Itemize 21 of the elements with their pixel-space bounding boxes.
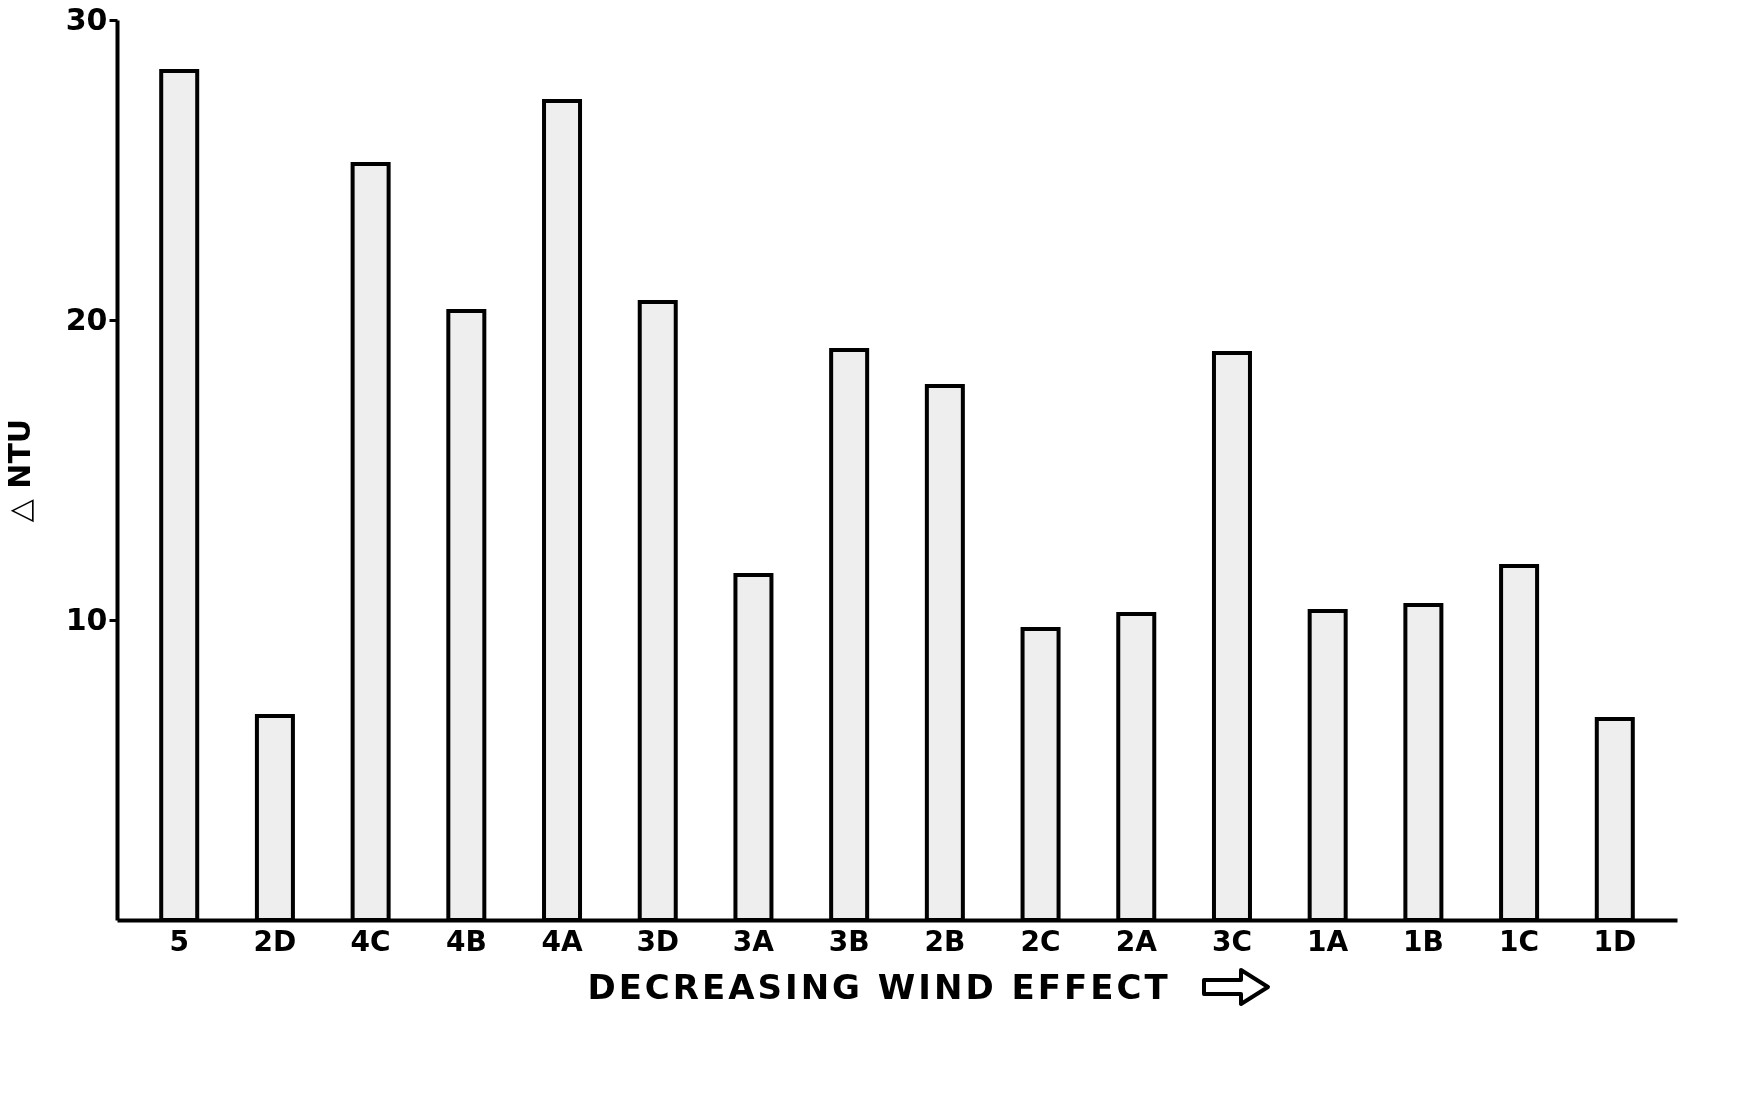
x-tick-label: 2C <box>1020 924 1061 958</box>
x-tick-label: 2A <box>1115 924 1158 958</box>
x-tick-label: 1D <box>1593 924 1637 958</box>
x-tick-label: 4B <box>445 924 487 958</box>
y-tick-label: 10 <box>65 601 108 637</box>
x-tick-label: 1B <box>1402 924 1444 958</box>
x-tick-label: 5 <box>169 924 189 958</box>
x-tick-label: 1C <box>1499 924 1540 958</box>
y-tick-label: 30 <box>65 1 108 37</box>
x-tick-label: 3B <box>828 924 870 958</box>
x-tick-label: 2D <box>253 924 297 958</box>
x-tick-label: 1A <box>1307 924 1349 958</box>
x-tick-label: 3D <box>636 924 680 958</box>
y-axis-title: △ NTU <box>1 418 37 523</box>
x-tick-label: 3C <box>1211 924 1252 958</box>
x-tick-label: 3A <box>732 924 775 958</box>
x-tick-label: 4A <box>541 924 583 958</box>
y-tick-label: 20 <box>65 301 108 337</box>
x-tick-label: 2B <box>924 924 966 958</box>
x-tick-label: 4C <box>350 924 391 958</box>
x-axis-title: DECREASING WIND EFFECT <box>587 967 1171 1007</box>
